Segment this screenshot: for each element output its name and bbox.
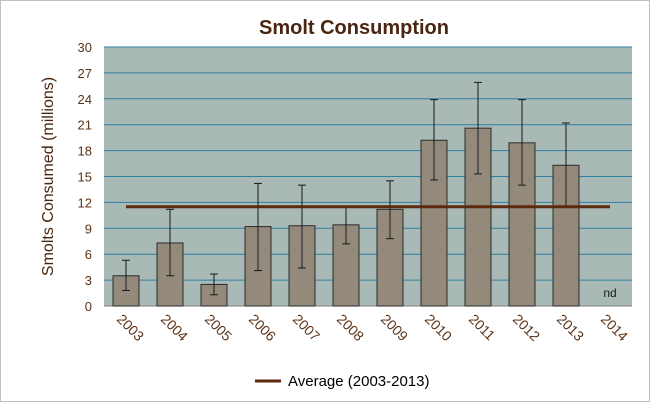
x-tick-label-2007: 2007 bbox=[290, 311, 323, 344]
y-tick-label-30: 30 bbox=[78, 40, 92, 55]
error-bar-2004 bbox=[166, 208, 174, 277]
y-tick-label-12: 12 bbox=[78, 195, 92, 210]
error-bar-2011 bbox=[474, 81, 482, 175]
chart-title: Smolt Consumption bbox=[259, 17, 449, 39]
x-tick-label-2004: 2004 bbox=[158, 311, 191, 344]
y-tick-label-3: 3 bbox=[85, 273, 92, 288]
y-tick-label-18: 18 bbox=[78, 144, 92, 159]
x-tick-label-2008: 2008 bbox=[334, 311, 367, 344]
y-tick-label-15: 15 bbox=[78, 170, 92, 185]
x-tick-label-2014: 2014 bbox=[598, 311, 631, 344]
error-bar-2012 bbox=[518, 99, 526, 186]
x-tick-label-2009: 2009 bbox=[378, 311, 411, 344]
x-tick-label-2003: 2003 bbox=[114, 311, 147, 344]
point-labels: nd bbox=[603, 286, 616, 300]
error-bars bbox=[122, 81, 570, 296]
x-tick-label-2012: 2012 bbox=[510, 311, 543, 344]
y-tick-label-21: 21 bbox=[78, 118, 92, 133]
y-tick-label-0: 0 bbox=[85, 299, 92, 314]
legend: Average (2003-2013) bbox=[255, 373, 430, 390]
y-axis-label: Smolts Consumed (millions) bbox=[40, 77, 57, 276]
point-label-2014: nd bbox=[603, 286, 616, 300]
y-tick-label-24: 24 bbox=[78, 92, 92, 107]
x-tick-label-2011: 2011 bbox=[466, 311, 499, 344]
y-tick-label-27: 27 bbox=[78, 66, 92, 81]
x-tick-labels: 2003 2004 2005 2006 2007 2008 2009 2010 2011 2012… bbox=[114, 311, 631, 344]
error-bar-2007 bbox=[298, 184, 306, 269]
x-tick-label-2013: 2013 bbox=[554, 311, 587, 344]
y-tick-label-9: 9 bbox=[85, 221, 92, 236]
x-tick-label-2005: 2005 bbox=[202, 311, 235, 344]
error-bar-2006 bbox=[254, 182, 262, 272]
x-tick-label-2006: 2006 bbox=[246, 311, 279, 344]
y-tick-label-6: 6 bbox=[85, 247, 92, 262]
gridlines bbox=[104, 46, 632, 307]
error-bar-2005 bbox=[210, 273, 218, 296]
error-bar-2003 bbox=[122, 259, 130, 291]
x-tick-label-2010: 2010 bbox=[422, 311, 455, 344]
legend-average-label: Average (2003-2013) bbox=[288, 373, 430, 390]
y-tick-labels: 0 3 6 9 12 15 18 21 24 27 30 bbox=[78, 40, 92, 314]
error-bar-2009 bbox=[386, 180, 394, 240]
error-bar-2010 bbox=[430, 99, 438, 181]
